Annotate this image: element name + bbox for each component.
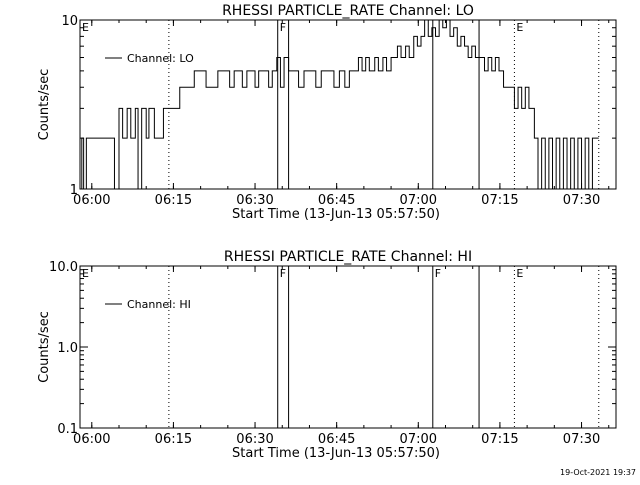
chart-0-x-tick-label: 06:00 (73, 193, 110, 208)
chart-1-x-tick-label: 07:00 (400, 432, 437, 447)
chart-1-event-marker-label: F (280, 267, 286, 280)
chart-0-x-tick-label: 07:30 (563, 193, 600, 208)
chart-0-x-tick-label: 07:15 (481, 193, 518, 208)
chart-1-legend: Channel: HI (105, 298, 191, 311)
chart-0-event-marker-label: F (280, 21, 286, 34)
hi-channel-panel: RHESSI PARTICLE_RATE Channel: HI 06:00 06:… (37, 249, 617, 461)
chart-0-y-tick-label: 1 (70, 183, 78, 198)
chart-0-event-marker-label: E (82, 21, 89, 34)
chart-1-x-tick-label: 06:30 (236, 432, 273, 447)
chart-1-event-marker-label: E (82, 267, 89, 280)
lo-channel-panel: RHESSI PARTICLE_RATE Channel: LO 06:00 06:… (37, 3, 617, 222)
chart-0-y-axis-label: Counts/sec (37, 69, 52, 141)
chart-0-series-0-line (80, 19, 599, 190)
chart-0-legend-entry: Channel: LO (127, 52, 194, 65)
chart-1-y-tick-label: 10.0 (49, 260, 78, 275)
chart-1-x-tick-label: 07:15 (481, 432, 518, 447)
chart-1-x-tick-label: 06:45 (318, 432, 355, 447)
chart-1-title: RHESSI PARTICLE_RATE Channel: HI (224, 249, 472, 265)
chart-0-title: RHESSI PARTICLE_RATE Channel: LO (222, 3, 474, 19)
chart-0-x-axis-label: Start Time (13-Jun-13 05:57:50) (232, 207, 440, 222)
chart-0-x-tick-label: 07:00 (400, 193, 437, 208)
generation-timestamp: 19-Oct-2021 19:37 (560, 468, 636, 477)
chart-1-x-tick-label: 06:00 (73, 432, 110, 447)
chart-1-x-tick-label: 07:30 (563, 432, 600, 447)
chart-1-event-marker-label: E (516, 267, 523, 280)
chart-1-y-axis-label: Counts/sec (37, 311, 52, 383)
chart-0-legend: Channel: LO (105, 52, 194, 65)
chart-0-x-tick-label: 06:30 (236, 193, 273, 208)
chart-0-y-tick-label: 10 (61, 14, 78, 29)
chart-0-x-tick-label: 06:45 (318, 193, 355, 208)
chart-1-plot-frame (79, 265, 617, 429)
chart-1-event-marker-label: F (435, 267, 441, 280)
chart-1-x-axis-label: Start Time (13-Jun-13 05:57:50) (232, 446, 440, 461)
chart-1-y-tick-label: 0.1 (57, 422, 78, 437)
chart-1-legend-entry: Channel: HI (127, 298, 191, 311)
chart-0-plot-frame (79, 19, 617, 190)
chart-1-y-tick-label: 1.0 (57, 341, 78, 356)
chart-0-event-marker-label: E (516, 21, 523, 34)
chart-0-x-tick-label: 06:15 (155, 193, 192, 208)
chart-1-x-tick-label: 06:15 (155, 432, 192, 447)
